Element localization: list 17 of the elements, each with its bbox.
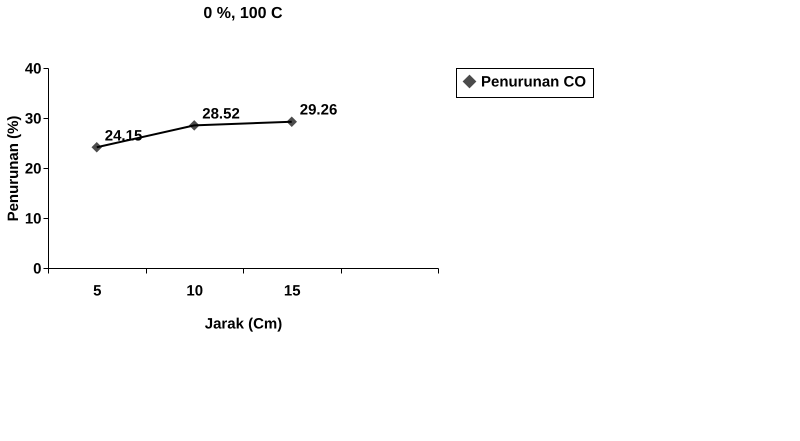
point <box>286 116 297 127</box>
point <box>92 142 102 152</box>
y-axis-title: Penurunan (%) <box>4 116 22 222</box>
x-axis-title: Jarak (Cm) <box>204 316 282 332</box>
x-tick-label: 10 <box>186 282 204 300</box>
y-tick-label: 20 <box>24 160 42 178</box>
data-label: 29.26 <box>300 102 338 119</box>
y-tick-label: 30 <box>24 110 42 128</box>
point <box>189 120 200 131</box>
y-tick-label: 0 <box>33 260 42 278</box>
y-tick-label: 40 <box>24 60 42 78</box>
data-label: 28.52 <box>202 105 240 122</box>
y-tick-label: 10 <box>24 210 42 228</box>
chart-title: 0 %, 100 C <box>203 5 284 22</box>
legend-label: Penurunan CO <box>481 74 586 90</box>
x-tick-label: 15 <box>284 282 301 300</box>
x-tick-label: 5 <box>93 282 102 300</box>
